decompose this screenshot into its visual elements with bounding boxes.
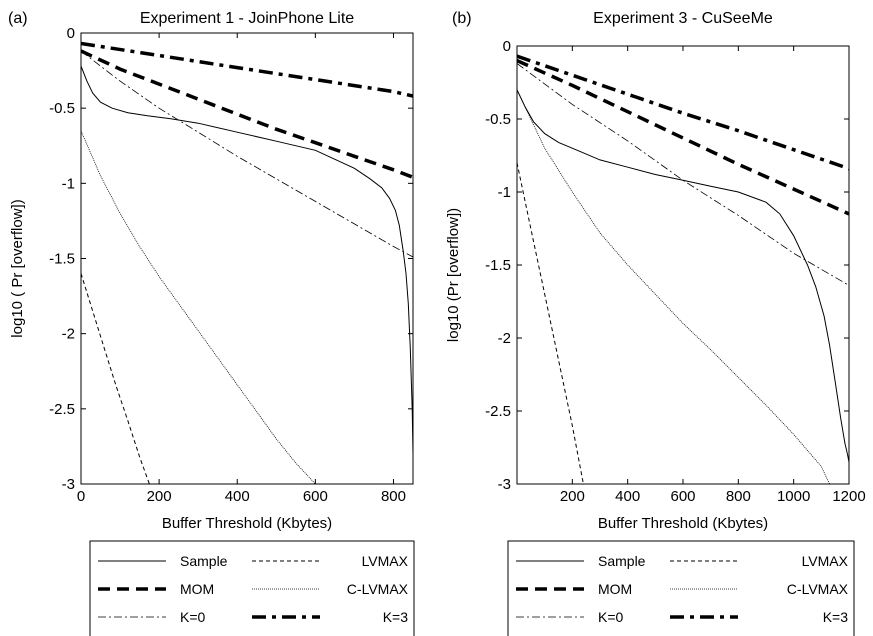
- legend-entry: C-LVMAX: [670, 581, 849, 597]
- series-line-c-lvmax: [517, 89, 830, 484]
- legend-entry: K=0: [516, 609, 624, 625]
- plot-frame: [80, 32, 414, 485]
- series-line-lvmax: [517, 162, 584, 484]
- legend-label: MOM: [598, 581, 632, 597]
- legend-entry: MOM: [516, 581, 632, 597]
- series-line-mom: [81, 49, 413, 179]
- x-tick-label: 800: [726, 488, 751, 505]
- legend-entry: K=3: [670, 609, 848, 625]
- chart-title: Experiment 1 - JoinPhone Lite: [140, 10, 354, 27]
- legend-entry: Sample: [98, 553, 228, 569]
- y-tick-label: -0.5: [485, 111, 511, 128]
- legend-label: Sample: [598, 553, 646, 569]
- series-line-lvmax: [81, 273, 150, 484]
- x-tick-label: 600: [303, 488, 328, 505]
- legend-entry: MOM: [98, 581, 214, 597]
- legend-label: C-LVMAX: [347, 581, 409, 597]
- x-tick-label: 800: [381, 488, 406, 505]
- series-line-k-3: [81, 41, 413, 98]
- x-tick-label: 1000: [777, 488, 810, 505]
- legend-entry: LVMAX: [252, 553, 409, 569]
- legend-label: K=0: [180, 609, 206, 625]
- plot-frame: [516, 45, 850, 485]
- chart-panel-1: (a) Experiment 1 - JoinPhone Lite 0 -0.5 -1 -…: [8, 10, 415, 636]
- legend-label: K=3: [383, 609, 409, 625]
- x-tick-label: 200: [147, 488, 172, 505]
- x-tick-label: 1200: [832, 488, 865, 505]
- y-tick-label: -1.5: [49, 251, 75, 268]
- y-axis-label: log10 (Pr [overflow]): [445, 208, 462, 342]
- series-line-sample: [81, 65, 413, 454]
- x-tick-label: 400: [615, 488, 640, 505]
- legend: Sample MOM K=0 LVMAX C-LVMAX K=3: [507, 540, 855, 636]
- x-tick-label: 600: [670, 488, 695, 505]
- legend-label: C-LVMAX: [787, 581, 849, 597]
- legend-entry: Sample: [516, 553, 646, 569]
- panel-label: (b): [452, 10, 472, 27]
- legend-label: LVMAX: [802, 553, 849, 569]
- x-axis-label: Buffer Threshold (Kbytes): [162, 515, 332, 532]
- y-tick-label: -1: [62, 175, 75, 192]
- chart-panel-2: (b) Experiment 3 - CuSeeMe 0 -0.5 -1 -1.5 -2 -2…: [445, 10, 866, 636]
- legend-entry: LVMAX: [670, 553, 849, 569]
- y-tick-label: -0.5: [49, 100, 75, 117]
- y-tick-label: 0: [67, 25, 75, 42]
- legend-entry: K=0: [98, 609, 206, 625]
- x-axis-label: Buffer Threshold (Kbytes): [598, 515, 768, 532]
- legend-label: K=0: [598, 609, 624, 625]
- y-tick-label: -3: [62, 476, 75, 493]
- y-axis-label: log10 ( Pr [overflow]): [9, 199, 26, 337]
- series-line-sample: [517, 89, 849, 463]
- legend-label: MOM: [180, 581, 214, 597]
- series-line-mom: [517, 59, 849, 216]
- y-tick-label: -2: [62, 326, 75, 343]
- x-tick-label: 200: [560, 488, 585, 505]
- legend-label: K=3: [823, 609, 849, 625]
- y-tick-label: -3: [498, 476, 511, 493]
- x-tick-label: 0: [77, 488, 85, 505]
- legend-label: LVMAX: [362, 553, 409, 569]
- legend-label: Sample: [180, 553, 228, 569]
- series-line-c-lvmax: [81, 130, 316, 484]
- y-tick-label: -1: [498, 184, 511, 201]
- chart-title: Experiment 3 - CuSeeMe: [593, 10, 773, 27]
- series-line-k-3: [517, 54, 849, 171]
- panel-label: (a): [8, 10, 28, 27]
- y-tick-label: -1.5: [485, 257, 511, 274]
- legend-entry: C-LVMAX: [252, 581, 409, 597]
- series-line-k-0: [517, 63, 849, 286]
- y-tick-label: 0: [503, 38, 511, 55]
- y-tick-label: -2.5: [49, 401, 75, 418]
- y-tick-label: -2: [498, 330, 511, 347]
- legend: Sample MOM K=0 LVMAX C-LVMAX K=3: [89, 540, 415, 636]
- x-tick-label: 400: [225, 488, 250, 505]
- legend-entry: K=3: [252, 609, 408, 625]
- series-line-k-0: [81, 50, 413, 258]
- y-tick-label: -2.5: [485, 403, 511, 420]
